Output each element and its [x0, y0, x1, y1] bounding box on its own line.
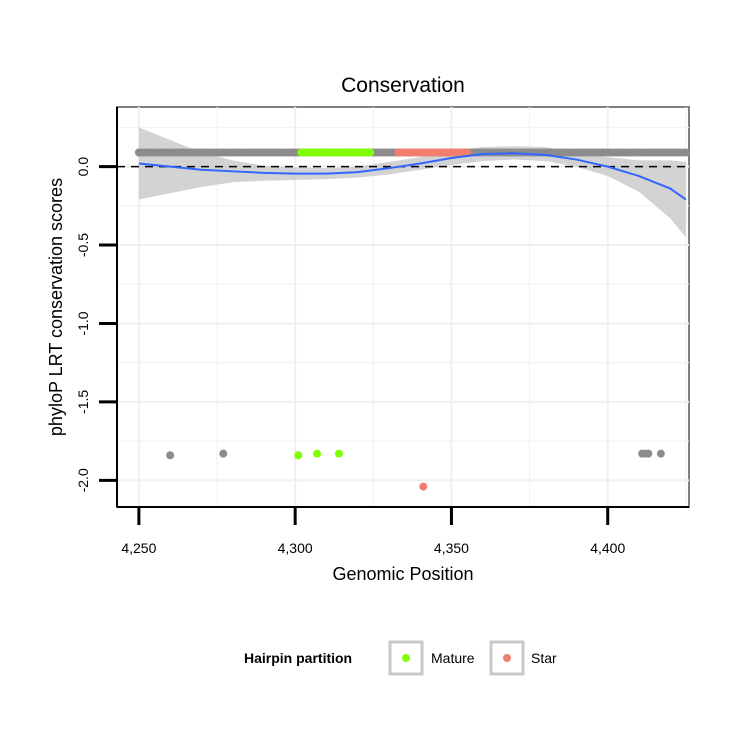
points-layer [134, 148, 690, 491]
legend-marker-star [503, 654, 511, 662]
grid-lines [117, 107, 689, 507]
y-tick-label: -0.5 [75, 233, 91, 257]
x-tick-label: 4,350 [434, 540, 469, 556]
smooth-line [138, 152, 687, 201]
data-point-mature [313, 449, 322, 458]
legend: Hairpin partition Mature Star [244, 640, 557, 676]
data-point-star [419, 482, 428, 491]
data-point-mature [294, 451, 303, 460]
x-tick-label: 4,300 [278, 540, 313, 556]
legend-label-star: Star [531, 650, 557, 666]
data-point-other [656, 449, 665, 458]
data-point-other [166, 451, 175, 460]
chart-title: Conservation [341, 74, 465, 97]
legend-label-mature: Mature [431, 650, 475, 666]
y-axis: -2.0 -1.5 -1.0 -0.5 0.0 [75, 107, 118, 507]
data-point-star [463, 148, 472, 157]
smooth-line-layer [138, 152, 687, 201]
data-point-other [681, 148, 690, 157]
y-tick-label: -1.5 [75, 390, 91, 414]
data-point-other [644, 449, 653, 458]
x-tick-label: 4,250 [121, 540, 156, 556]
x-axis: 4,250 4,300 4,350 4,400 [117, 506, 689, 556]
x-tick-label: 4,400 [590, 540, 625, 556]
data-point-other [219, 449, 228, 458]
y-axis-label: phyloP LRT conservation scores [46, 178, 66, 436]
data-point-mature [334, 449, 343, 458]
x-axis-label: Genomic Position [332, 564, 473, 584]
data-point-mature [366, 148, 375, 157]
y-tick-label: -2.0 [75, 468, 91, 492]
y-tick-label: 0.0 [75, 157, 91, 177]
y-tick-label: -1.0 [75, 311, 91, 335]
legend-title: Hairpin partition [244, 650, 352, 666]
legend-marker-mature [402, 654, 410, 662]
